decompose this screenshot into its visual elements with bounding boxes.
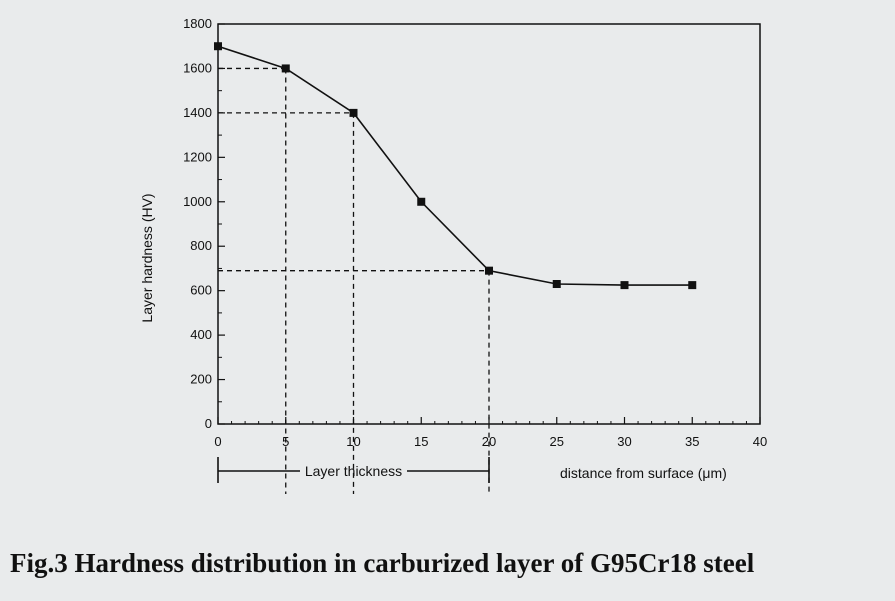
y-tick-label: 0 bbox=[205, 416, 212, 431]
y-tick-label: 800 bbox=[190, 238, 212, 253]
x-tick-label: 20 bbox=[482, 434, 496, 449]
y-axis-label: Layer hardness (HV) bbox=[139, 193, 155, 322]
x-tick-label: 25 bbox=[550, 434, 564, 449]
data-point bbox=[485, 266, 493, 275]
y-tick-label: 1000 bbox=[183, 194, 212, 209]
y-tick-label: 1400 bbox=[183, 105, 212, 120]
data-point bbox=[552, 280, 561, 288]
y-tick-label: 400 bbox=[190, 327, 212, 342]
x-tick-label: 5 bbox=[282, 434, 289, 449]
y-tick-label: 200 bbox=[190, 372, 212, 387]
x-axis-label: distance from surface (μm) bbox=[560, 465, 727, 481]
series-line bbox=[217, 45, 693, 286]
data-point bbox=[688, 281, 697, 290]
y-tick-label: 1600 bbox=[183, 60, 212, 75]
x-tick-label: 40 bbox=[753, 434, 767, 449]
x-tick-label: 35 bbox=[685, 434, 699, 449]
data-point bbox=[620, 281, 629, 290]
figure-caption: Fig.3 Hardness distribution in carburize… bbox=[10, 548, 755, 578]
data-point bbox=[281, 64, 290, 73]
data-point bbox=[417, 197, 426, 206]
x-tick-label: 15 bbox=[414, 434, 428, 449]
x-tick-label: 0 bbox=[214, 434, 221, 449]
hardness-chart: 0 200 400 600 800 1000 1200 1400 1600 1800 0 5 10 15 2… bbox=[139, 16, 767, 494]
x-tick-label: 10 bbox=[346, 434, 360, 449]
data-point bbox=[349, 108, 358, 117]
x-tick-label: 30 bbox=[617, 434, 631, 449]
y-tick-label: 1200 bbox=[183, 149, 212, 164]
y-tick-label: 600 bbox=[190, 283, 212, 298]
bracket-label: Layer thickness bbox=[305, 463, 402, 479]
y-tick-label: 1800 bbox=[183, 16, 212, 31]
